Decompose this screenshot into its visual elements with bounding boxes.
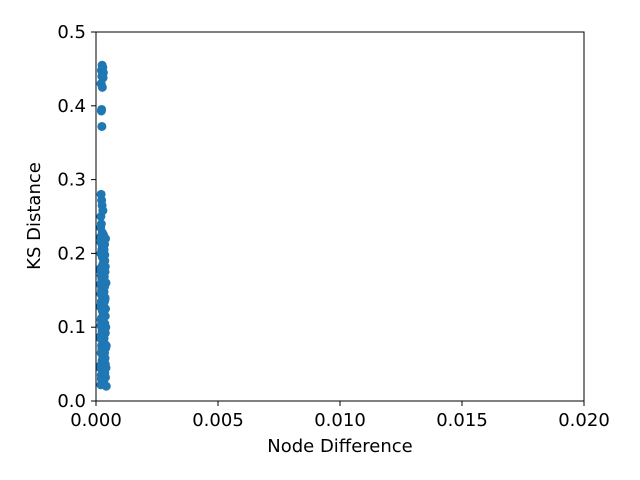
x-tick-label: 0.000	[70, 410, 122, 431]
y-axis-label: KS Distance	[24, 162, 45, 270]
scatter-point	[100, 311, 110, 321]
scatter-point	[96, 212, 106, 221]
scatter-point	[96, 106, 106, 116]
scatter-points	[95, 60, 111, 391]
scatter-point	[100, 267, 110, 277]
x-tick-label: 0.020	[558, 410, 610, 431]
scatter-point	[97, 319, 107, 329]
scatter-point	[99, 326, 109, 336]
scatter-point	[96, 374, 106, 384]
scatter-point	[99, 366, 109, 376]
scatter-point	[100, 296, 110, 306]
scatter-point	[97, 274, 107, 284]
x-tick-label: 0.005	[192, 410, 244, 431]
scatter-point	[98, 259, 108, 269]
plot-frame	[95, 31, 585, 402]
y-tick-label: 0.5	[57, 22, 86, 43]
scatter-point	[95, 333, 105, 343]
y-axis: 0.0 0.1 0.2 0.3 0.4 0.5	[57, 22, 96, 412]
x-tick-label: 0.010	[314, 410, 366, 431]
scatter-point	[96, 237, 106, 247]
x-axis: 0.000 0.005 0.010 0.015 0.020	[70, 401, 610, 431]
y-tick-label: 0.1	[57, 317, 86, 338]
x-tick-label: 0.015	[436, 410, 488, 431]
scatter-point	[99, 245, 109, 255]
scatter-point	[97, 82, 107, 92]
scatter-point	[97, 252, 107, 262]
scatter-point	[97, 121, 107, 131]
scatter-point	[101, 381, 111, 391]
y-tick-label: 0.3	[57, 170, 86, 191]
scatter-point	[99, 352, 109, 362]
scatter-point	[96, 289, 106, 299]
scatter-point	[98, 282, 108, 292]
y-tick-label: 0.2	[57, 243, 86, 264]
x-axis-label: Node Difference	[267, 436, 413, 457]
scatter-point	[98, 304, 108, 314]
y-tick-label: 0.0	[57, 391, 86, 412]
scatter-point	[101, 341, 111, 351]
y-tick-label: 0.4	[57, 96, 86, 117]
